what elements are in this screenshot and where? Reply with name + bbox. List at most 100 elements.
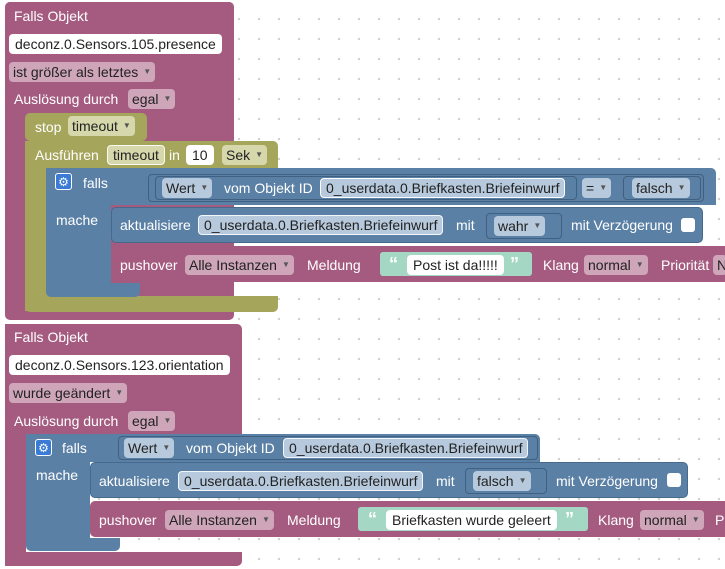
chevron-down-icon: ▼ bbox=[115, 388, 124, 397]
update-1-delay-label: mit Verzögerung bbox=[571, 217, 673, 233]
trigger-2-object-id-field[interactable]: deconz.0.Sensors.123.orientation bbox=[9, 355, 230, 375]
trigger-2-label: Auslösung durch bbox=[14, 413, 119, 429]
wert-dropdown-2[interactable]: Wert ▼ bbox=[124, 438, 175, 458]
compare-object-id-1[interactable]: 0_userdata.0.Briefkasten.Briefeinwurf bbox=[320, 178, 566, 198]
if-2-falls-label: falls bbox=[62, 440, 87, 456]
pushover-1-instance-dropdown[interactable]: Alle Instanzen ▼ bbox=[185, 255, 294, 275]
pushover-1-label: pushover bbox=[120, 257, 178, 273]
instance-value: Alle Instanzen bbox=[169, 512, 257, 528]
pushover-2-message-label: Meldung bbox=[287, 512, 341, 528]
compare-value: falsch bbox=[636, 180, 673, 196]
update-2-label: aktualisiere bbox=[99, 473, 170, 489]
trigger-2-value-dropdown[interactable]: egal ▼ bbox=[128, 411, 176, 431]
vom-objekt-label-2: vom Objekt ID bbox=[186, 440, 275, 456]
trigger-1-title: Falls Objekt bbox=[14, 8, 88, 24]
pushover-2-label: pushover bbox=[99, 512, 157, 528]
update-2-value-dropdown[interactable]: falsch ▼ bbox=[473, 471, 531, 491]
pushover-1-priority-label: Priorität bbox=[661, 257, 710, 273]
update-2-delay-label: mit Verzögerung bbox=[556, 473, 658, 489]
update-2-mit-label: mit bbox=[436, 473, 455, 489]
instance-value: Alle Instanzen bbox=[189, 257, 277, 273]
pushover-2-sound-dropdown[interactable]: normal ▼ bbox=[640, 510, 704, 530]
gear-icon[interactable]: ⚙ bbox=[35, 439, 52, 456]
chevron-down-icon: ▼ bbox=[533, 221, 542, 230]
trigger-2-condition-dropdown[interactable]: wurde geändert ▼ bbox=[9, 383, 128, 403]
update-1-value-dropdown[interactable]: wahr ▼ bbox=[494, 216, 546, 236]
quote-open-icon: “ bbox=[389, 254, 398, 274]
update-1-label: aktualisiere bbox=[120, 217, 191, 233]
stop-timeout-dropdown[interactable]: timeout ▼ bbox=[68, 116, 135, 136]
pushover-1-sound-label: Klang bbox=[543, 257, 579, 273]
timeout-name-field[interactable]: timeout bbox=[107, 145, 165, 165]
timeout-unit-dropdown[interactable]: Sek ▼ bbox=[222, 145, 268, 165]
quote-close-icon: ” bbox=[510, 254, 519, 274]
priority-value: N bbox=[717, 257, 725, 273]
operator-value: = bbox=[586, 180, 595, 196]
timeout-unit: Sek bbox=[226, 147, 251, 163]
update-1-mit-label: mit bbox=[456, 217, 475, 233]
timeout-label: Ausführen bbox=[35, 147, 99, 163]
chevron-down-icon: ▼ bbox=[163, 416, 172, 425]
trigger-1-condition-dropdown[interactable]: ist größer als letztes ▼ bbox=[9, 62, 156, 82]
pushover-2-message-field[interactable]: Briefkasten wurde geleert bbox=[386, 510, 557, 530]
chevron-down-icon: ▼ bbox=[261, 515, 270, 524]
pushover-1-message-field[interactable]: Post ist da!!!!! bbox=[407, 255, 504, 275]
chevron-down-icon: ▼ bbox=[163, 94, 172, 103]
chevron-down-icon: ▼ bbox=[200, 183, 209, 192]
chevron-down-icon: ▼ bbox=[122, 121, 131, 130]
chevron-down-icon: ▼ bbox=[635, 260, 644, 269]
if-1-mache-label: mache bbox=[56, 212, 99, 228]
gear-icon[interactable]: ⚙ bbox=[55, 173, 72, 190]
trigger-1-object-id-field[interactable]: deconz.0.Sensors.105.presence bbox=[9, 34, 222, 54]
stop-label: stop bbox=[35, 119, 62, 135]
sound-value: normal bbox=[644, 512, 687, 528]
update-2-delay-checkbox[interactable] bbox=[667, 473, 681, 487]
pushover-1-message-label: Meldung bbox=[307, 257, 361, 273]
trigger-2-title: Falls Objekt bbox=[14, 329, 88, 345]
compare-object-id-2[interactable]: 0_userdata.0.Briefkasten.Briefeinwurf bbox=[283, 438, 529, 458]
vom-objekt-label-1: vom Objekt ID bbox=[224, 180, 313, 196]
wert-value: Wert bbox=[166, 180, 196, 196]
pushover-2-priority-cut: P bbox=[715, 512, 725, 528]
update-1-value: wahr bbox=[498, 218, 529, 234]
sound-value: normal bbox=[588, 257, 631, 273]
trigger-value: egal bbox=[132, 91, 159, 107]
timeout-block-spine bbox=[25, 141, 50, 311]
compare-value-dropdown[interactable]: falsch ▼ bbox=[632, 178, 690, 198]
update-1-object-id[interactable]: 0_userdata.0.Briefkasten.Briefeinwurf bbox=[198, 215, 444, 235]
trigger-block-2-bottom bbox=[5, 552, 242, 566]
operator-dropdown[interactable]: = ▼ bbox=[582, 178, 612, 198]
trigger-1-value-dropdown[interactable]: egal ▼ bbox=[128, 89, 176, 109]
update-2-object-id[interactable]: 0_userdata.0.Briefkasten.Briefeinwurf bbox=[178, 471, 424, 491]
pushover-1-sound-dropdown[interactable]: normal ▼ bbox=[584, 255, 648, 275]
if-block-1-bottom bbox=[46, 283, 140, 297]
if-block-2-bottom bbox=[26, 538, 120, 551]
timeout-in-label: in bbox=[169, 147, 180, 163]
chevron-down-icon: ▼ bbox=[599, 183, 608, 192]
quote-close-icon: ” bbox=[565, 509, 574, 529]
chevron-down-icon: ▼ bbox=[162, 443, 171, 452]
pushover-2-instance-dropdown[interactable]: Alle Instanzen ▼ bbox=[165, 510, 274, 530]
chevron-down-icon: ▼ bbox=[518, 476, 527, 485]
chevron-down-icon: ▼ bbox=[677, 183, 686, 192]
if-1-falls-label: falls bbox=[83, 175, 108, 191]
trigger-1-label: Auslösung durch bbox=[14, 91, 119, 107]
condition-value: ist größer als letztes bbox=[13, 64, 139, 80]
update-2-value: falsch bbox=[477, 473, 514, 489]
chevron-down-icon: ▼ bbox=[281, 260, 290, 269]
trigger-value: egal bbox=[132, 413, 159, 429]
pushover-1-priority-dropdown[interactable]: N bbox=[713, 255, 725, 275]
pushover-2-sound-label: Klang bbox=[598, 512, 634, 528]
quote-open-icon: “ bbox=[368, 509, 377, 529]
chevron-down-icon: ▼ bbox=[143, 67, 152, 76]
wert-dropdown-1[interactable]: Wert ▼ bbox=[162, 178, 213, 198]
update-1-delay-checkbox[interactable] bbox=[681, 218, 695, 232]
condition-value: wurde geändert bbox=[13, 385, 111, 401]
trigger-block-2[interactable] bbox=[5, 324, 242, 434]
if-2-mache-label: mache bbox=[36, 467, 79, 483]
timeout-amount-field[interactable]: 10 bbox=[186, 145, 214, 165]
chevron-down-icon: ▼ bbox=[255, 150, 264, 159]
wert-value: Wert bbox=[128, 440, 158, 456]
chevron-down-icon: ▼ bbox=[691, 515, 700, 524]
timeout-block-bottom bbox=[25, 296, 278, 312]
